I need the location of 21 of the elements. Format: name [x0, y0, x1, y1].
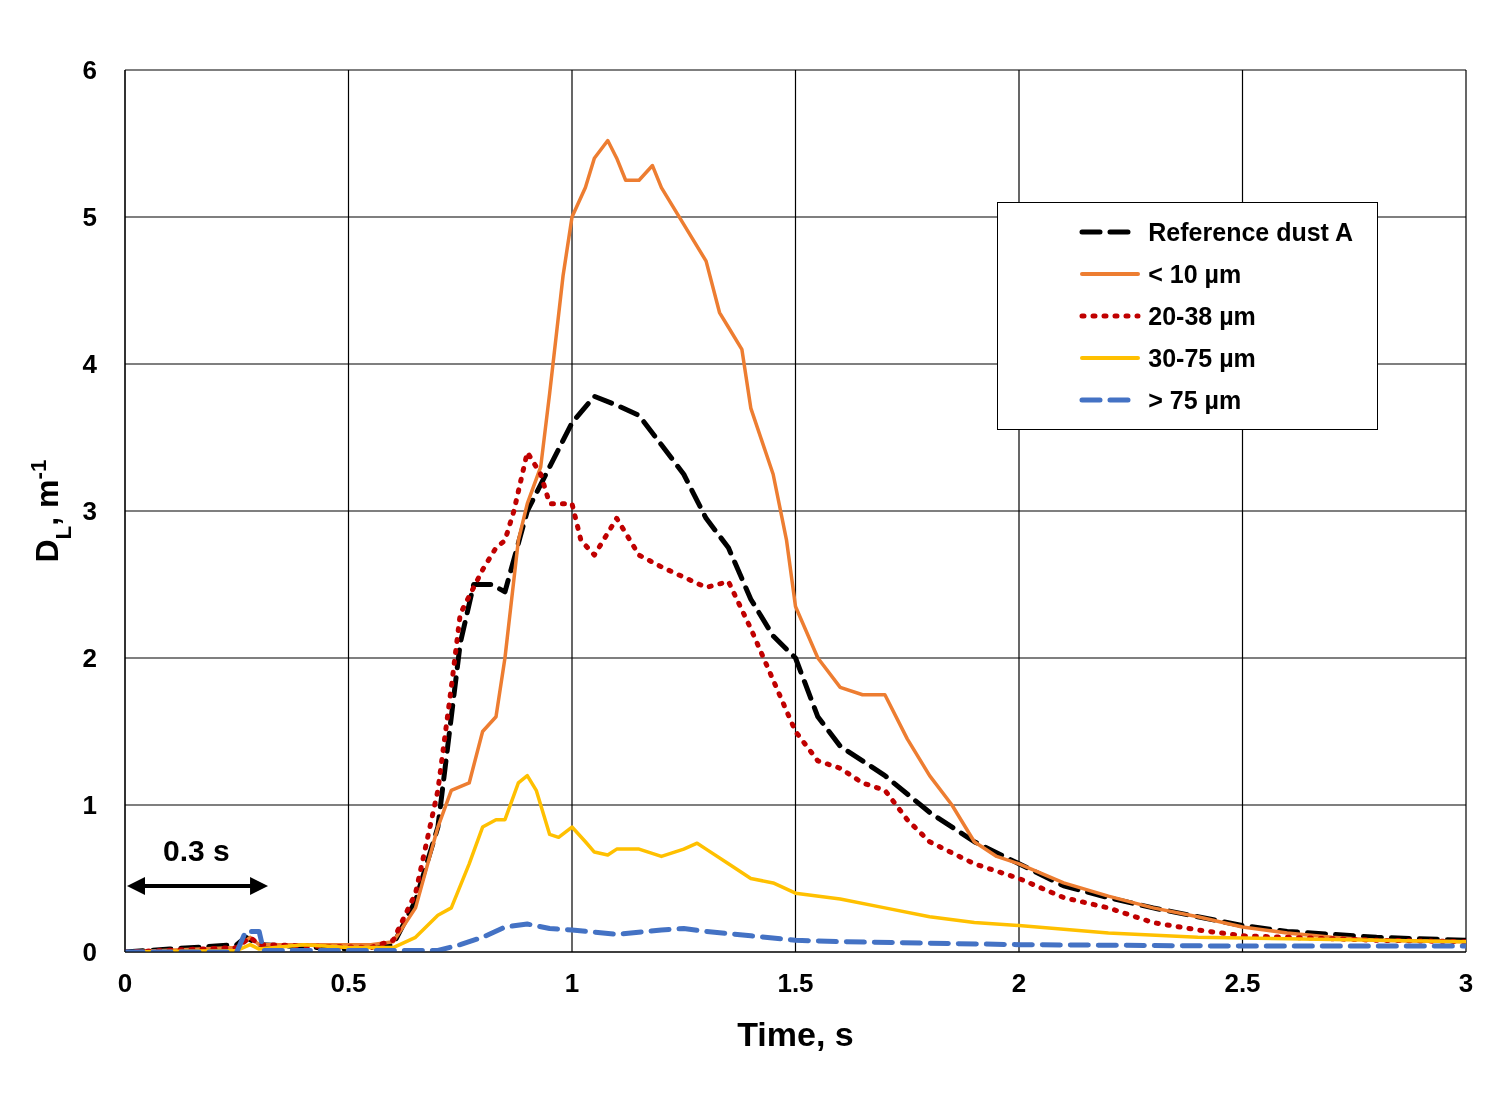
y-tick-label: 2 — [82, 643, 97, 674]
y-tick-label: 6 — [82, 55, 97, 86]
legend-label: < 10 µm — [1148, 259, 1242, 289]
y-tick-label: 5 — [82, 202, 97, 233]
x-tick-label: 0 — [117, 968, 133, 999]
x-tick-label: 2.5 — [1224, 968, 1261, 999]
x-tick-label: 0.5 — [330, 968, 367, 999]
y-tick-label: 1 — [82, 790, 97, 821]
y-tick-label: 4 — [82, 349, 98, 380]
legend-label: 20-38 µm — [1148, 301, 1256, 331]
legend-label: 30-75 µm — [1148, 343, 1256, 373]
legend-label: Reference dust A — [1148, 217, 1353, 247]
x-tick-label: 2 — [1011, 968, 1027, 999]
y-tick-label: 0 — [82, 937, 97, 968]
legend-label: > 75 µm — [1148, 385, 1242, 415]
x-tick-label: 1.5 — [777, 968, 814, 999]
x-axis-title: Time, s — [737, 1015, 854, 1053]
x-tick-label: 3 — [1458, 968, 1474, 999]
y-tick-label: 3 — [82, 496, 97, 527]
annotation: 0.3 s — [162, 833, 230, 868]
x-tick-label: 1 — [564, 968, 580, 999]
